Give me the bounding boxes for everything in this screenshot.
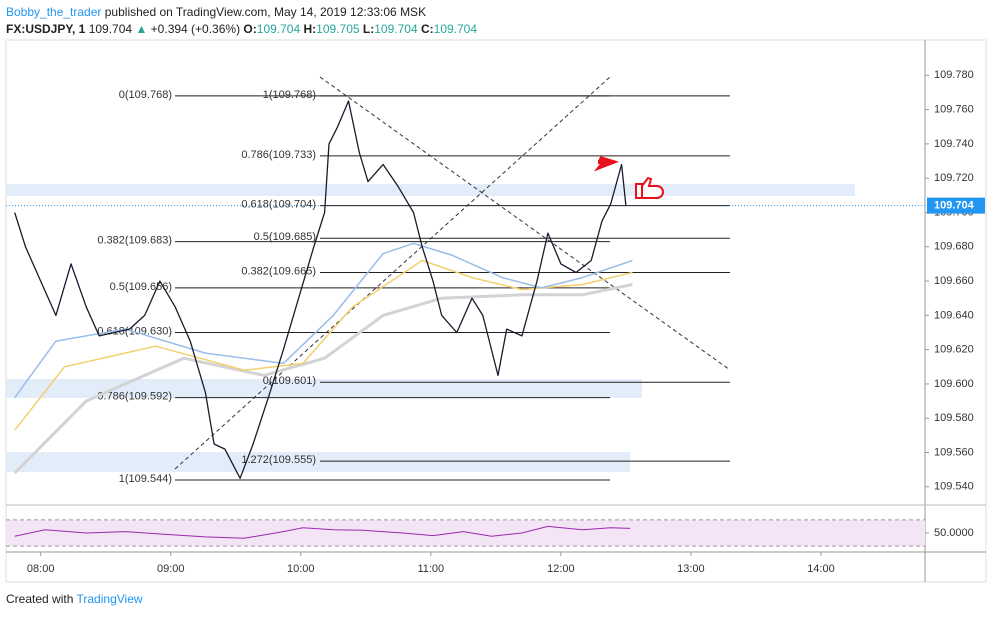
- x-tick-label: 12:00: [547, 563, 575, 575]
- price-tag: [927, 197, 985, 214]
- change: +0.394 (+0.36%): [150, 22, 241, 36]
- x-tick-label: 09:00: [157, 563, 185, 575]
- footer: Created with TradingView: [6, 592, 143, 606]
- y-tick-label: 109.680: [934, 241, 974, 253]
- author[interactable]: Bobby_the_trader: [6, 5, 102, 19]
- y-tick-label: 109.760: [934, 104, 974, 116]
- zone-band: [6, 184, 855, 196]
- y-tick-label: 109.580: [934, 412, 974, 424]
- y-tick-label: 109.740: [934, 138, 974, 150]
- y-tick-label: 109.640: [934, 309, 974, 321]
- y-tick-label: 109.780: [934, 69, 974, 81]
- fib-label: 1(109.768): [263, 89, 316, 101]
- created: Created with: [6, 592, 74, 606]
- c-label: C:: [420, 22, 434, 36]
- x-tick-label: 11:00: [417, 563, 444, 575]
- zone-band: [6, 379, 642, 398]
- series-line: [14, 259, 633, 431]
- series-line: [13, 283, 633, 475]
- fib-label: 0.618(109.704): [241, 199, 316, 211]
- series-line: [14, 242, 633, 399]
- fib-label: 0.382(109.683): [97, 235, 172, 247]
- c: 109.704: [433, 22, 478, 36]
- fib-label: 0(109.768): [119, 89, 172, 101]
- published: published on TradingView.com, May 14, 20…: [104, 5, 427, 19]
- h-label: H:: [303, 22, 317, 36]
- y-tick-label: 109.560: [934, 446, 974, 458]
- arrow-icon: [593, 156, 620, 172]
- fib-label: 0.382(109.665): [241, 265, 316, 277]
- symbol: FX:USDJPY, 1: [6, 22, 86, 36]
- frame: [5, 39, 987, 583]
- thumb-icon: [635, 176, 664, 199]
- y-tick-label: 109.720: [934, 172, 974, 184]
- fib-label: 1.272(109.555): [241, 454, 316, 466]
- y-tick-label: 109.660: [934, 275, 974, 287]
- zone-band: [6, 452, 630, 472]
- symbol-line: FX:USDJPY, 1 109.704 ▲ +0.394 (+0.36%) O…: [6, 21, 477, 38]
- arrow: ▲: [135, 22, 148, 36]
- header-line: Bobby_the_trader published on TradingVie…: [6, 4, 477, 21]
- y-tick-label: 109.600: [934, 378, 974, 390]
- fib-label: 0.786(109.592): [97, 391, 172, 403]
- brand[interactable]: TradingView: [76, 592, 143, 606]
- fib-label: 0.786(109.733): [241, 149, 316, 161]
- header: Bobby_the_trader published on TradingVie…: [6, 4, 477, 38]
- rsi-band: [6, 519, 925, 547]
- rsi-line: [14, 525, 631, 539]
- fib-label: 0.5(109.685): [254, 231, 316, 243]
- l-label: L:: [362, 22, 375, 36]
- series-line: [14, 100, 627, 479]
- o: 109.704: [256, 22, 301, 36]
- x-tick-label: 10:00: [287, 563, 315, 575]
- fib-label: 1(109.544): [119, 473, 172, 485]
- chart: 109.540 109.560 109.580 109.600 109.620 109.6…: [5, 39, 987, 583]
- y-tick-label: 109.620: [934, 344, 974, 356]
- x-tick-label: 08:00: [27, 563, 55, 575]
- y-tick-label: 109.540: [934, 481, 974, 493]
- x-tick-label: 14:00: [807, 563, 835, 575]
- last: 109.704: [88, 22, 133, 36]
- o-label: O:: [243, 22, 257, 36]
- rsi-tick-label: 50.0000: [934, 527, 974, 539]
- l: 109.704: [374, 22, 418, 36]
- x-tick-label: 13:00: [677, 563, 705, 575]
- price-tag-label: 109.704: [934, 200, 975, 212]
- fib-label: 0(109.601): [263, 375, 316, 387]
- h: 109.705: [316, 22, 360, 36]
